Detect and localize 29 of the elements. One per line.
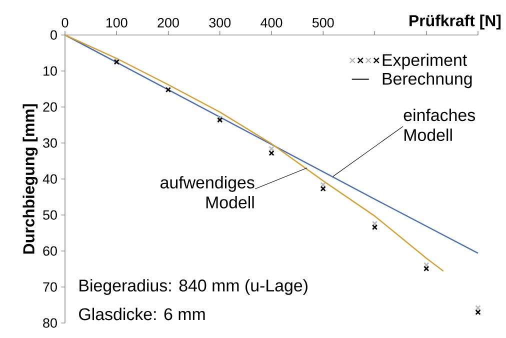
y-tick-label: 20 [43, 102, 57, 112]
y-tick-label: 50 [43, 210, 57, 220]
y-tick-label: 70 [43, 282, 57, 292]
x-tick-label: 100 [106, 18, 128, 28]
point [424, 266, 430, 272]
annotation: Biegeradius: 840 mm (u-Lage) [80, 279, 308, 295]
point [320, 186, 326, 192]
annotation: aufwendiges Modell [160, 176, 254, 208]
x-tick-label: 500 [312, 18, 334, 28]
x-tick-label: 300 [209, 18, 231, 28]
x-tick-label: 0 [62, 18, 68, 28]
annotation: Berechnung [382, 72, 472, 88]
y-tick-label: 10 [44, 66, 57, 76]
x-tick-label: 400 [260, 18, 282, 28]
point [165, 86, 172, 93]
point [268, 150, 274, 156]
y-tick-label: 40 [42, 174, 57, 184]
x-tick-label: 200 [158, 18, 179, 28]
annotation: Glasdicke: 6 mm [79, 308, 205, 320]
x-axis-title: Prüfkraft [N] [410, 14, 501, 30]
y-tick-label: 0 [50, 30, 57, 40]
y-tick-label: 60 [43, 246, 57, 256]
point [475, 309, 481, 316]
y-tick-label: 80 [43, 318, 57, 328]
point [372, 224, 378, 230]
y-tick-label: 30 [43, 138, 57, 148]
legend-label: Experiment [382, 54, 467, 70]
annotation: einfaches Modell [404, 108, 476, 142]
y-axis-title: Durchbiegung [mm] [22, 104, 38, 254]
